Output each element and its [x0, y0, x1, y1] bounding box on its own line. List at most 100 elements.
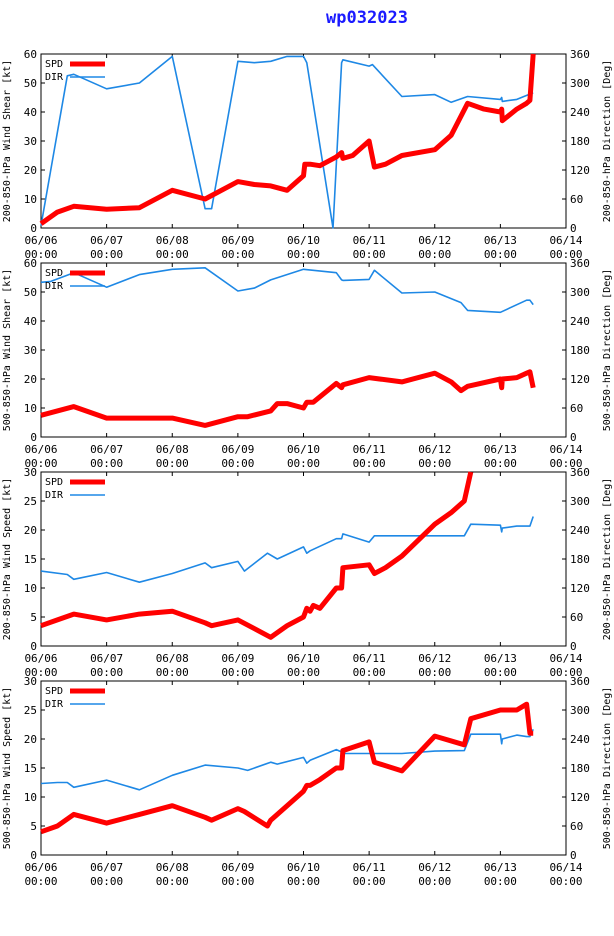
dir-series-line — [40, 516, 534, 584]
x-tick-label-time: 00:00 — [549, 457, 582, 470]
y-right-tick-label: 120 — [570, 582, 590, 595]
x-tick-label-date: 06/12 — [418, 652, 451, 665]
x-tick-label-time: 00:00 — [221, 666, 254, 679]
page-title: wp032023 — [326, 8, 408, 28]
x-tick-label-time: 00:00 — [24, 457, 57, 470]
y-left-tick-label: 10 — [24, 582, 37, 595]
y-left-tick-label: 50 — [24, 77, 37, 90]
x-tick-label-time: 00:00 — [24, 248, 57, 261]
y-left-tick-label: 20 — [24, 524, 37, 537]
x-tick-label-time: 00:00 — [287, 457, 320, 470]
x-tick-label-time: 00:00 — [418, 248, 451, 261]
x-tick-label-date: 06/07 — [90, 234, 123, 247]
x-tick-label-time: 00:00 — [287, 666, 320, 679]
y-left-axis-label: 500-850-hPa Wind Shear [kt] — [2, 269, 13, 432]
y-right-tick-label: 180 — [570, 135, 590, 148]
x-tick-label-time: 00:00 — [156, 875, 189, 888]
dir-series-line — [40, 266, 534, 314]
legend-label-spd: SPD — [45, 477, 63, 488]
y-left-tick-label: 10 — [24, 193, 37, 206]
legend-label-dir: DIR — [45, 699, 64, 710]
y-left-axis-label: 200-850-hPa Wind Speed [kt] — [2, 478, 13, 641]
y-right-tick-label: 360 — [570, 48, 590, 61]
y-left-tick-label: 0 — [30, 640, 37, 653]
y-left-tick-label: 15 — [24, 762, 37, 775]
y-left-tick-label: 20 — [24, 373, 37, 386]
x-tick-label-date: 06/11 — [353, 443, 386, 456]
x-tick-label-date: 06/13 — [484, 234, 517, 247]
y-left-tick-label: 50 — [24, 286, 37, 299]
y-right-tick-label: 120 — [570, 164, 590, 177]
x-tick-label-time: 00:00 — [549, 248, 582, 261]
x-tick-label-date: 06/13 — [484, 652, 517, 665]
x-tick-label-time: 00:00 — [549, 875, 582, 888]
spd-series-line — [40, 701, 534, 835]
y-right-tick-label: 360 — [570, 466, 590, 479]
x-tick-label-date: 06/12 — [418, 234, 451, 247]
y-right-tick-label: 300 — [570, 704, 590, 717]
y-right-tick-label: 0 — [570, 222, 577, 235]
x-tick-label-date: 06/08 — [156, 443, 189, 456]
y-left-tick-label: 20 — [24, 733, 37, 746]
y-right-tick-label: 60 — [570, 611, 583, 624]
y-right-tick-label: 0 — [570, 431, 577, 444]
x-tick-label-date: 06/08 — [156, 234, 189, 247]
x-tick-label-time: 00:00 — [418, 875, 451, 888]
x-tick-label-date: 06/08 — [156, 652, 189, 665]
x-tick-label-date: 06/07 — [90, 861, 123, 874]
x-tick-label-date: 06/09 — [221, 861, 254, 874]
x-tick-label-time: 00:00 — [418, 457, 451, 470]
x-tick-label-date: 06/10 — [287, 234, 320, 247]
y-right-tick-label: 60 — [570, 402, 583, 415]
y-left-tick-label: 0 — [30, 222, 37, 235]
x-tick-label-time: 00:00 — [353, 248, 386, 261]
y-left-axis-label: 500-850-hPa Wind Speed [kt] — [2, 687, 13, 850]
y-right-tick-label: 300 — [570, 77, 590, 90]
y-left-tick-label: 10 — [24, 791, 37, 804]
x-tick-label-time: 00:00 — [287, 248, 320, 261]
y-left-tick-label: 20 — [24, 164, 37, 177]
x-tick-label-date: 06/07 — [90, 443, 123, 456]
x-tick-label-time: 00:00 — [484, 875, 517, 888]
y-left-tick-label: 15 — [24, 553, 37, 566]
legend-label-dir: DIR — [45, 72, 64, 83]
legend-label-dir: DIR — [45, 281, 64, 292]
x-tick-label-date: 06/11 — [353, 861, 386, 874]
plot-frame — [40, 53, 567, 229]
x-tick-label-date: 06/06 — [24, 234, 57, 247]
x-tick-label-time: 00:00 — [418, 666, 451, 679]
x-tick-label-time: 00:00 — [156, 248, 189, 261]
dir-series-line — [40, 728, 534, 791]
x-tick-label-time: 00:00 — [221, 875, 254, 888]
y-left-tick-label: 30 — [24, 344, 37, 357]
x-tick-label-date: 06/08 — [156, 861, 189, 874]
x-tick-label-time: 00:00 — [484, 248, 517, 261]
x-tick-label-time: 00:00 — [24, 666, 57, 679]
x-tick-label-time: 00:00 — [287, 875, 320, 888]
x-tick-label-date: 06/14 — [549, 652, 582, 665]
y-right-tick-label: 120 — [570, 791, 590, 804]
x-tick-label-time: 00:00 — [156, 457, 189, 470]
plot-frame — [40, 680, 567, 856]
y-right-tick-label: 60 — [570, 820, 583, 833]
y-right-tick-label: 0 — [570, 640, 577, 653]
x-tick-label-date: 06/07 — [90, 652, 123, 665]
y-right-axis-label: 200-850-hPa Direction [Deg] — [602, 60, 613, 223]
x-tick-label-time: 00:00 — [90, 457, 123, 470]
panel-500-850-shear: 010203040506006012018024030036006/0600:0… — [2, 257, 613, 470]
x-tick-label-date: 06/12 — [418, 861, 451, 874]
panel-500-850-speed: 05101520253006012018024030036006/0600:00… — [2, 675, 613, 888]
x-tick-label-date: 06/06 — [24, 443, 57, 456]
y-right-tick-label: 0 — [570, 849, 577, 862]
x-tick-label-date: 06/09 — [221, 234, 254, 247]
y-left-tick-label: 0 — [30, 849, 37, 862]
legend-label-spd: SPD — [45, 268, 63, 279]
x-tick-label-date: 06/06 — [24, 652, 57, 665]
x-tick-label-date: 06/10 — [287, 652, 320, 665]
x-tick-label-time: 00:00 — [90, 666, 123, 679]
x-tick-label-time: 00:00 — [156, 666, 189, 679]
spd-series-line — [40, 471, 474, 640]
y-left-tick-label: 30 — [24, 466, 37, 479]
y-right-tick-label: 180 — [570, 553, 590, 566]
y-right-tick-label: 360 — [570, 675, 590, 688]
